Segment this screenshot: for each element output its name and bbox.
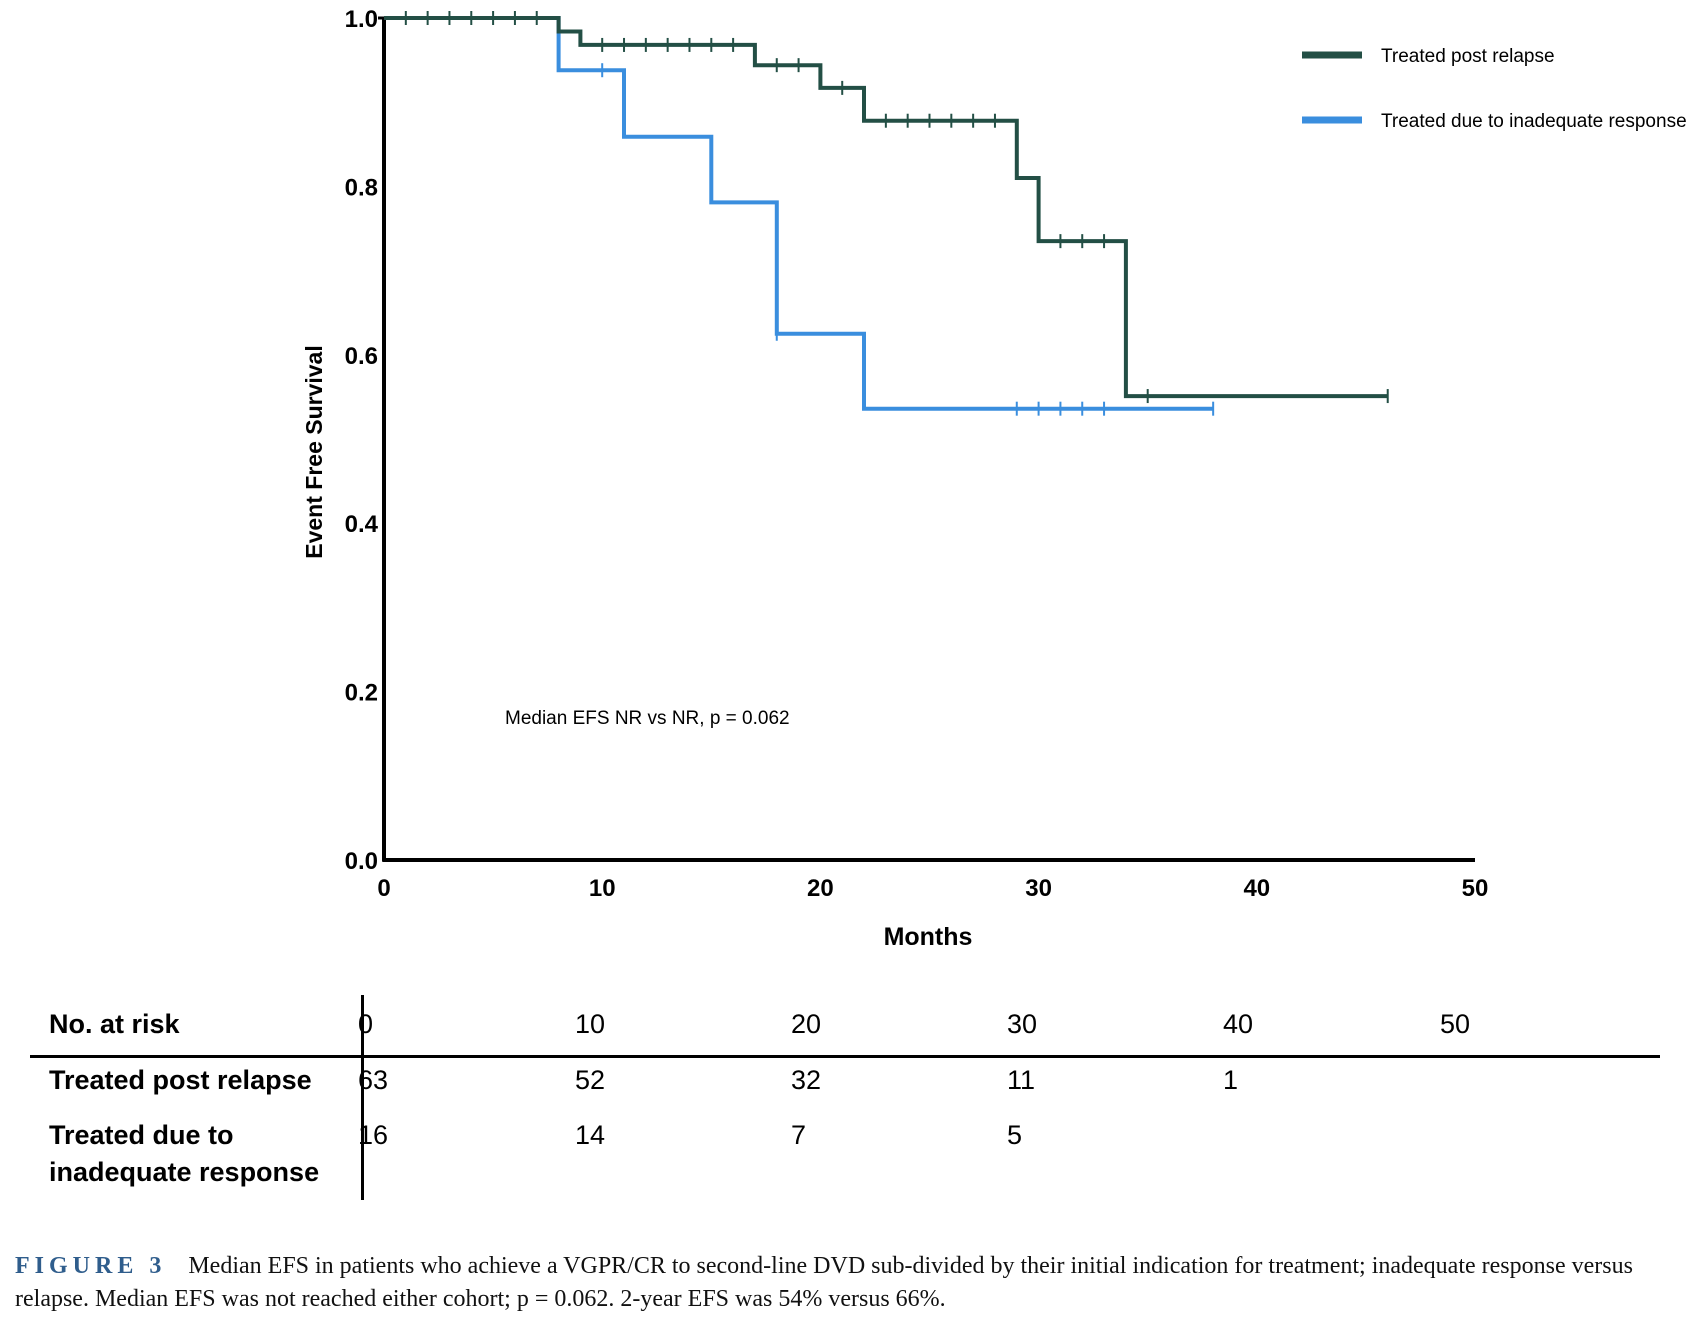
series-line — [384, 16, 1388, 399]
chart-annotation: Median EFS NR vs NR, p = 0.062 — [505, 708, 790, 729]
risk-table-header-label: No. at risk — [49, 1009, 180, 1039]
figure-label: FIGURE 3 — [15, 1253, 167, 1279]
figure-caption: FIGURE 3 Median EFS in patients who achie… — [15, 1250, 1687, 1316]
y-tick-label: 0.4 — [345, 511, 379, 538]
risk-table-time-point: 10 — [575, 1009, 606, 1039]
risk-table-value: 52 — [575, 1065, 606, 1095]
x-tick-label: 50 — [1462, 875, 1489, 902]
risk-table-divider — [30, 1055, 1660, 1058]
risk-table-row-label: Treated post relapse — [49, 1065, 312, 1095]
y-tick-label: 0.0 — [345, 848, 378, 875]
risk-table-row-label: Treated due to — [49, 1120, 234, 1150]
y-tick-label: 0.8 — [345, 174, 378, 201]
risk-table-time-point: 30 — [1007, 1009, 1038, 1039]
x-tick-label: 30 — [1025, 875, 1052, 902]
caption-text: Median EFS in patients who achieve a VGP… — [15, 1253, 1633, 1312]
risk-table-value: 32 — [791, 1065, 822, 1095]
risk-table-value: 7 — [791, 1120, 807, 1150]
y-axis-label: Event Free Survival — [301, 345, 327, 559]
series-line — [384, 16, 1214, 411]
chart-series — [384, 11, 1389, 416]
x-axis-label: Months — [884, 923, 973, 951]
risk-table-value: 11 — [1007, 1065, 1036, 1095]
risk-table-value: 63 — [358, 1065, 389, 1095]
x-tick-label: 0 — [377, 875, 390, 902]
risk-table-time-point: 20 — [791, 1009, 822, 1039]
risk-table-value: 5 — [1007, 1120, 1023, 1150]
legend-label: Treated post relapse — [1381, 46, 1555, 67]
y-tick-label: 1.0 — [345, 6, 378, 33]
legend-label: Treated due to inadequate response — [1381, 111, 1687, 132]
y-tick-label: 0.6 — [345, 343, 378, 370]
risk-table-column-divider — [361, 995, 364, 1200]
risk-table-value: 16 — [358, 1120, 389, 1150]
chart-legend: Treated post relapse Treated due to inade… — [1302, 46, 1687, 132]
chart-axes: 0 10 20 30 40 50 0.0 0.2 0.4 0.6 0.8 1.0 — [345, 6, 1489, 902]
x-tick-label: 20 — [807, 875, 834, 902]
risk-table-time-point: 50 — [1440, 1009, 1471, 1039]
x-tick-label: 10 — [589, 875, 616, 902]
y-tick-label: 0.2 — [345, 680, 378, 707]
risk-table-time-point: 0 — [358, 1009, 374, 1039]
risk-table-row-label: inadequate response — [49, 1157, 320, 1187]
risk-table-value: 14 — [575, 1120, 606, 1150]
risk-table: No. at risk 0 10 20 30 40 50 Treated post relap… — [30, 995, 1670, 1205]
x-tick-label: 40 — [1243, 875, 1270, 902]
risk-table-time-point: 40 — [1223, 1009, 1254, 1039]
risk-table-value: 1 — [1223, 1065, 1239, 1095]
km-chart: 0 10 20 30 40 50 0.0 0.2 0.4 0.6 0.8 1.0 Treated po… — [301, 6, 1687, 951]
